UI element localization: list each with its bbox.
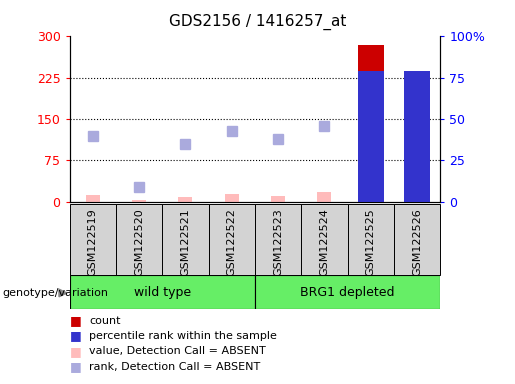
Text: ■: ■: [70, 345, 81, 358]
Text: BRG1 depleted: BRG1 depleted: [300, 286, 395, 299]
Text: percentile rank within the sample: percentile rank within the sample: [89, 331, 277, 341]
Text: ■: ■: [70, 329, 81, 343]
Text: GSM122523: GSM122523: [273, 209, 283, 276]
Bar: [132, 200, 146, 202]
Bar: [358, 45, 384, 202]
Text: GSM122519: GSM122519: [88, 209, 98, 276]
Bar: [404, 71, 430, 202]
Text: GSM122522: GSM122522: [227, 209, 237, 276]
Text: GSM122521: GSM122521: [180, 209, 191, 276]
Text: value, Detection Call = ABSENT: value, Detection Call = ABSENT: [89, 346, 266, 356]
Bar: [70, 275, 255, 309]
Bar: [255, 275, 440, 309]
Bar: [70, 204, 116, 275]
Bar: [116, 204, 162, 275]
Bar: [271, 195, 285, 202]
Text: rank, Detection Call = ABSENT: rank, Detection Call = ABSENT: [89, 362, 261, 372]
Text: ■: ■: [70, 360, 81, 373]
Text: count: count: [89, 316, 121, 326]
Text: GSM122525: GSM122525: [366, 209, 376, 276]
Text: GDS2156 / 1416257_at: GDS2156 / 1416257_at: [169, 13, 346, 30]
Bar: [209, 204, 255, 275]
Bar: [404, 75, 430, 202]
Text: GSM122524: GSM122524: [319, 209, 330, 276]
Bar: [178, 197, 193, 202]
Bar: [317, 192, 332, 202]
Bar: [162, 204, 209, 275]
Bar: [358, 71, 384, 202]
Text: ■: ■: [70, 314, 81, 327]
Text: GSM122526: GSM122526: [412, 209, 422, 276]
Bar: [85, 195, 100, 202]
Bar: [348, 204, 394, 275]
Bar: [225, 194, 239, 202]
Text: GSM122520: GSM122520: [134, 209, 144, 276]
Bar: [255, 204, 301, 275]
Text: wild type: wild type: [134, 286, 191, 299]
Bar: [301, 204, 348, 275]
Text: genotype/variation: genotype/variation: [3, 288, 109, 298]
Bar: [394, 204, 440, 275]
